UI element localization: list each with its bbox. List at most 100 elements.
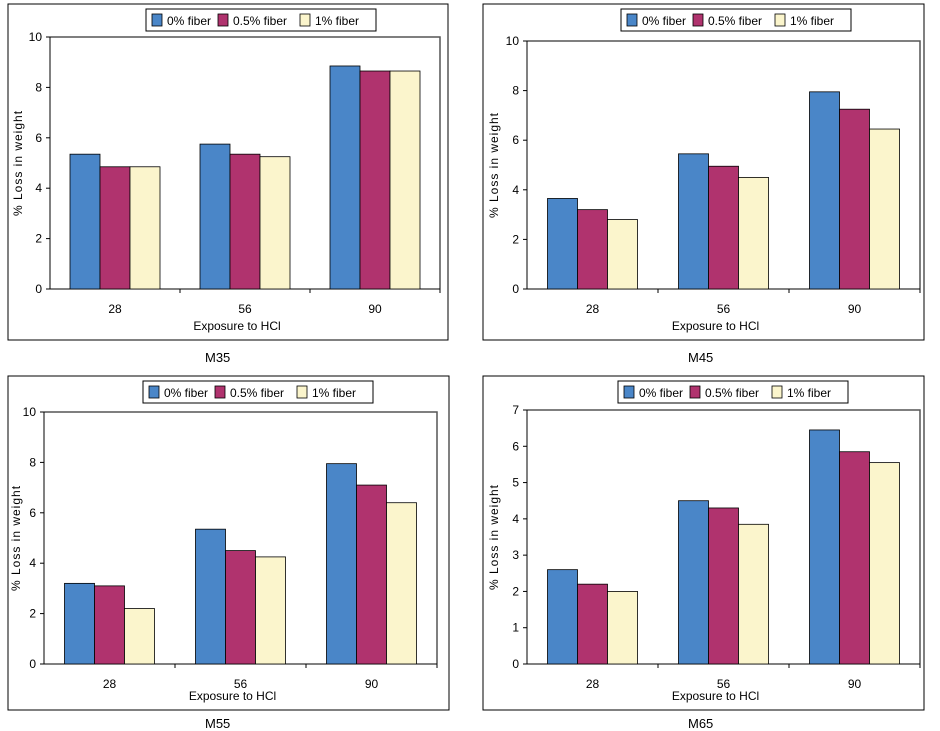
bar-90-series-0 — [809, 429, 840, 665]
legend-label: 0% fiber — [639, 386, 683, 400]
legend-box — [145, 8, 377, 32]
bar-56-series-0 — [678, 153, 709, 290]
y-tick-label: 2 — [35, 232, 42, 246]
legend-swatch-1 — [217, 13, 229, 27]
legend-label: 1% fiber — [312, 386, 356, 400]
legend-swatch-1 — [214, 385, 226, 399]
x-tick-label: 90 — [848, 677, 862, 691]
y-tick-label: 4 — [29, 556, 36, 570]
legend-label: 1% fiber — [787, 386, 831, 400]
plot-area-border — [50, 36, 441, 289]
y-tick-label: 8 — [29, 455, 36, 469]
plot-area-border — [527, 40, 921, 289]
x-tick-label: 90 — [365, 677, 379, 691]
legend-box — [617, 380, 849, 404]
x-tick-label: 28 — [108, 302, 122, 316]
bar-28-series-2 — [124, 608, 155, 665]
legend-swatch-1 — [692, 13, 704, 27]
x-tick-label: 28 — [586, 302, 600, 316]
y-tick-label: 7 — [512, 403, 519, 417]
bar-56-series-1 — [229, 153, 261, 290]
chart-title-m65: M65 — [688, 716, 714, 731]
legend-label: 0.5% fiber — [233, 14, 287, 28]
y-tick-label: 0 — [35, 282, 42, 296]
chart-title-m55: M55 — [205, 716, 231, 731]
y-tick-label: 0 — [29, 657, 36, 671]
chart-title-m35: M35 — [205, 350, 231, 365]
bar-90-series-0 — [809, 91, 840, 290]
y-tick-label: 0 — [512, 657, 519, 671]
y-tick-label: 2 — [512, 584, 519, 598]
bar-28-series-0 — [64, 582, 95, 665]
bar-28-series-2 — [607, 219, 638, 290]
bar-28-series-1 — [577, 583, 608, 665]
bar-90-series-0 — [329, 65, 361, 290]
legend-label: 0.5% fiber — [230, 386, 284, 400]
bar-90-series-2 — [869, 462, 900, 665]
x-tick-label: 90 — [848, 302, 862, 316]
x-tick-label: 90 — [368, 302, 382, 316]
bar-56-series-2 — [259, 156, 291, 290]
y-tick-label: 4 — [35, 181, 42, 195]
y-tick-label: 4 — [512, 512, 519, 526]
bar-90-series-2 — [389, 70, 421, 290]
chart-panel-m35: 0 2 4 6 8 10 28 56 90 Exposure to HCl % Loss in we… — [7, 3, 449, 341]
bar-28-series-0 — [547, 569, 578, 665]
y-axis-label: % Loss in weight — [487, 484, 501, 590]
y-tick-label: 2 — [29, 607, 36, 621]
bar-28-series-0 — [547, 198, 578, 290]
x-tick-label: 56 — [234, 677, 248, 691]
y-tick-label: 3 — [512, 548, 519, 562]
bar-90-series-1 — [839, 451, 870, 665]
legend-swatch-2 — [771, 385, 783, 399]
legend-box — [142, 380, 374, 404]
bar-28-series-2 — [129, 166, 161, 290]
legend-swatch-2 — [299, 13, 311, 27]
bar-56-series-1 — [708, 165, 739, 290]
y-tick-label: 10 — [506, 34, 520, 48]
y-tick-label: 4 — [512, 183, 519, 197]
bar-28-series-1 — [94, 585, 125, 665]
legend-swatch-1 — [689, 385, 701, 399]
x-axis-label: Exposure to HCl — [672, 689, 759, 703]
legend-label: 0% fiber — [642, 14, 686, 28]
y-axis-label: % Loss in weight — [9, 485, 23, 591]
bar-56-series-2 — [738, 523, 769, 665]
legend-label: 0.5% fiber — [705, 386, 759, 400]
legend-label: 0.5% fiber — [708, 14, 762, 28]
y-tick-label: 10 — [29, 30, 43, 44]
bar-56-series-2 — [738, 176, 769, 290]
legend-label: 1% fiber — [790, 14, 834, 28]
bar-28-series-1 — [577, 209, 608, 290]
x-axis-label: Exposure to HCl — [193, 319, 280, 333]
bar-56-series-1 — [708, 507, 739, 665]
x-tick-label: 56 — [717, 302, 731, 316]
bar-56-series-0 — [678, 500, 709, 665]
bar-56-series-0 — [199, 143, 231, 290]
bar-28-series-0 — [69, 153, 101, 290]
y-tick-label: 10 — [23, 405, 37, 419]
chart-panel-m55: 0 2 4 6 8 10 28 56 90 Exposure to HCl % Loss in we… — [7, 375, 450, 711]
y-tick-label: 6 — [512, 133, 519, 147]
legend-swatch-0 — [623, 385, 635, 399]
chart-panel-m45: 0 2 4 6 8 10 28 56 90 Exposure to HCl % Loss in we… — [482, 3, 925, 341]
y-tick-label: 1 — [512, 621, 519, 635]
chart-title-m45: M45 — [688, 350, 714, 365]
y-tick-label: 6 — [512, 439, 519, 453]
plot-area-border — [527, 409, 921, 664]
y-tick-label: 5 — [512, 476, 519, 490]
bar-56-series-1 — [225, 550, 256, 665]
legend-box — [620, 8, 852, 32]
x-tick-label: 28 — [586, 677, 600, 691]
legend-swatch-2 — [296, 385, 308, 399]
legend-swatch-0 — [148, 385, 160, 399]
bar-56-series-2 — [255, 556, 286, 665]
bar-28-series-1 — [99, 166, 131, 290]
y-tick-label: 8 — [35, 80, 42, 94]
y-tick-label: 6 — [29, 506, 36, 520]
bar-90-series-2 — [386, 502, 417, 665]
x-axis-label: Exposure to HCl — [672, 319, 759, 333]
x-tick-label: 28 — [103, 677, 117, 691]
x-axis-label: Exposure to HCl — [189, 689, 276, 703]
